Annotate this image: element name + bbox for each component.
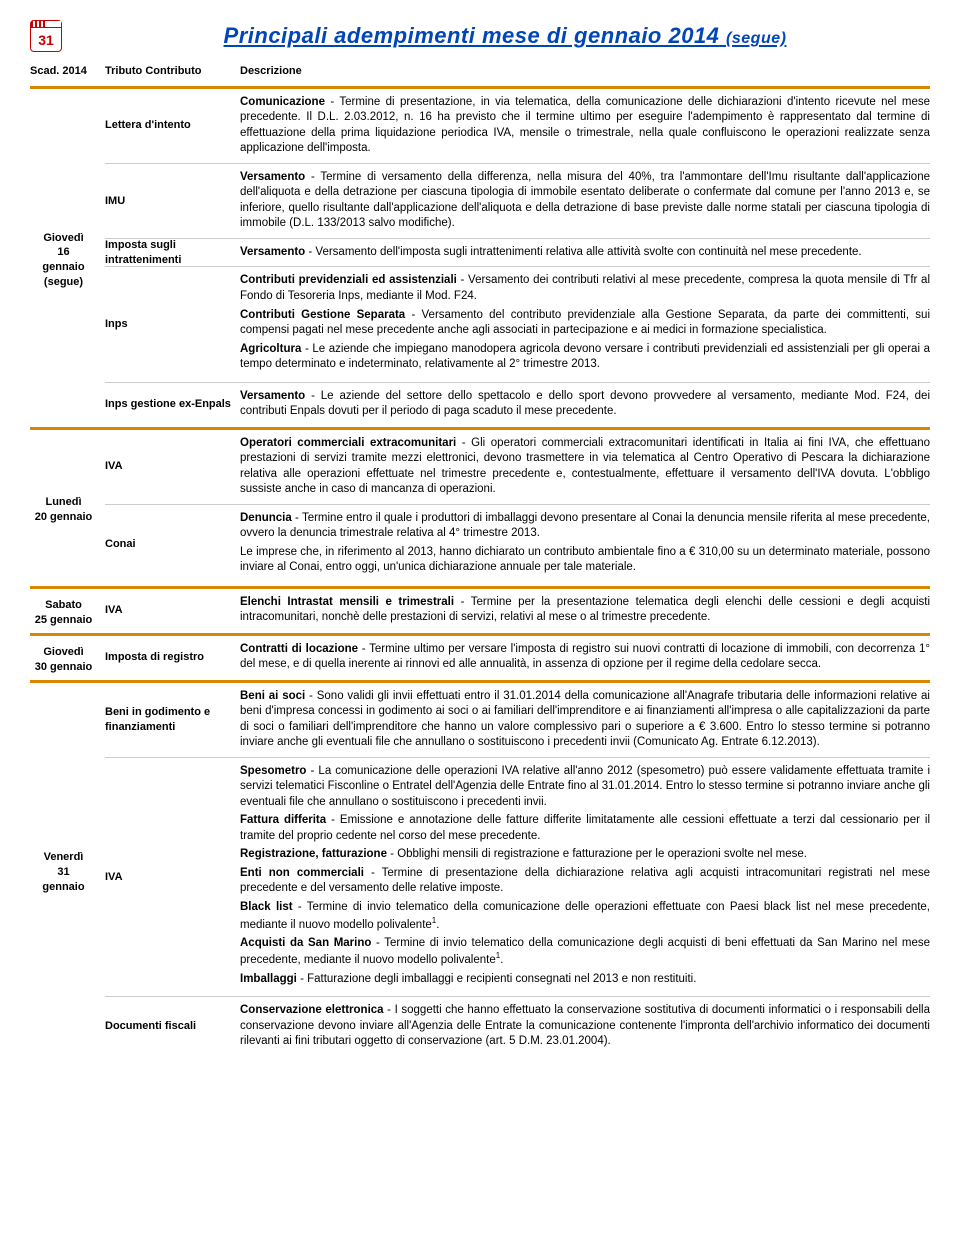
date-cell: Sabato25 gennaio	[30, 586, 105, 632]
date-line: gennaio	[42, 260, 84, 275]
description-cell: Conservazione elettronica - I soggetti c…	[240, 996, 930, 1056]
tributo-cell: Imposta di registro	[105, 633, 240, 679]
description-cell: Contratti di locazione - Termine ultimo …	[240, 633, 930, 679]
tributo-cell: Imposta sugli intrattenimenti	[105, 238, 240, 267]
description-cell: Elenchi Intrastat mensili e trimestrali …	[240, 586, 930, 632]
column-header-date: Scad. 2014	[30, 64, 105, 79]
description-cell: Operatori commerciali extracomunitari - …	[240, 427, 930, 504]
description-column: Contratti di locazione - Termine ultimo …	[240, 633, 930, 679]
description-column: Beni ai soci - Sono validi gli invii eff…	[240, 680, 930, 1056]
tributo-cell: Inps	[105, 266, 240, 381]
date-line: Venerdì	[42, 850, 84, 865]
calendar-icon: 31	[30, 20, 62, 52]
date-cell: Giovedì30 gennaio	[30, 633, 105, 679]
date-line: 30 gennaio	[35, 660, 92, 675]
title-main: Principali adempimenti mese di gennaio 2…	[224, 23, 720, 48]
date-cell: Venerdì31gennaio	[30, 680, 105, 1056]
tributo-cell: IMU	[105, 163, 240, 238]
header-row: 31 Principali adempimenti mese di gennai…	[30, 20, 930, 52]
date-line: (segue)	[42, 275, 84, 290]
date-line: Giovedì	[35, 645, 92, 660]
tributo-column: Beni in godimento e finanziamentiIVADocu…	[105, 680, 240, 1056]
column-headers: Scad. 2014 Tributo Contributo Descrizion…	[30, 64, 930, 79]
date-line: 31	[42, 865, 84, 880]
description-cell: Beni ai soci - Sono validi gli invii eff…	[240, 680, 930, 757]
section: Venerdì31gennaioBeni in godimento e fina…	[30, 679, 930, 1056]
column-header-tributo: Tributo Contributo	[105, 64, 240, 79]
description-column: Comunicazione - Termine di presentazione…	[240, 86, 930, 426]
tributo-column: Lettera d'intentoIMUImposta sugli intrat…	[105, 86, 240, 426]
date-line: Giovedì	[42, 231, 84, 246]
tributo-cell: Inps gestione ex-Enpals	[105, 382, 240, 426]
description-cell: Denuncia - Termine entro il quale i prod…	[240, 504, 930, 585]
sections-container: Giovedì16gennaio(segue)Lettera d'intento…	[30, 85, 930, 1056]
tributo-cell: IVA	[105, 427, 240, 504]
calendar-day-number: 31	[31, 31, 61, 50]
tributo-cell: Documenti fiscali	[105, 996, 240, 1056]
section: Giovedì16gennaio(segue)Lettera d'intento…	[30, 85, 930, 426]
section: Giovedì30 gennaioImposta di registroCont…	[30, 632, 930, 679]
tributo-cell: Conai	[105, 504, 240, 585]
description-cell: Versamento - Termine di versamento della…	[240, 163, 930, 238]
date-line: Lunedì	[35, 495, 92, 510]
date-line: 16	[42, 245, 84, 260]
date-cell: Lunedì20 gennaio	[30, 427, 105, 585]
section: Lunedì20 gennaioIVAConaiOperatori commer…	[30, 426, 930, 585]
page-title: Principali adempimenti mese di gennaio 2…	[80, 21, 930, 51]
description-cell: Spesometro - La comunicazione delle oper…	[240, 757, 930, 996]
description-cell: Versamento - Le aziende del settore dell…	[240, 382, 930, 426]
date-line: 25 gennaio	[35, 613, 92, 628]
date-line: gennaio	[42, 880, 84, 895]
description-cell: Contributi previdenziali ed assistenzial…	[240, 266, 930, 381]
section: Sabato25 gennaioIVAElenchi Intrastat men…	[30, 585, 930, 632]
tributo-column: IVAConai	[105, 427, 240, 585]
description-cell: Versamento - Versamento dell'imposta sug…	[240, 238, 930, 267]
tributo-cell: IVA	[105, 757, 240, 996]
description-column: Elenchi Intrastat mensili e trimestrali …	[240, 586, 930, 632]
title-suffix: (segue)	[726, 30, 786, 47]
column-header-descrizione: Descrizione	[240, 64, 930, 79]
tributo-cell: Beni in godimento e finanziamenti	[105, 680, 240, 757]
tributo-cell: IVA	[105, 586, 240, 632]
date-line: Sabato	[35, 598, 92, 613]
tributo-column: Imposta di registro	[105, 633, 240, 679]
description-column: Operatori commerciali extracomunitari - …	[240, 427, 930, 585]
date-cell: Giovedì16gennaio(segue)	[30, 86, 105, 426]
tributo-cell: Lettera d'intento	[105, 86, 240, 163]
tributo-column: IVA	[105, 586, 240, 632]
description-cell: Comunicazione - Termine di presentazione…	[240, 86, 930, 163]
date-line: 20 gennaio	[35, 510, 92, 525]
